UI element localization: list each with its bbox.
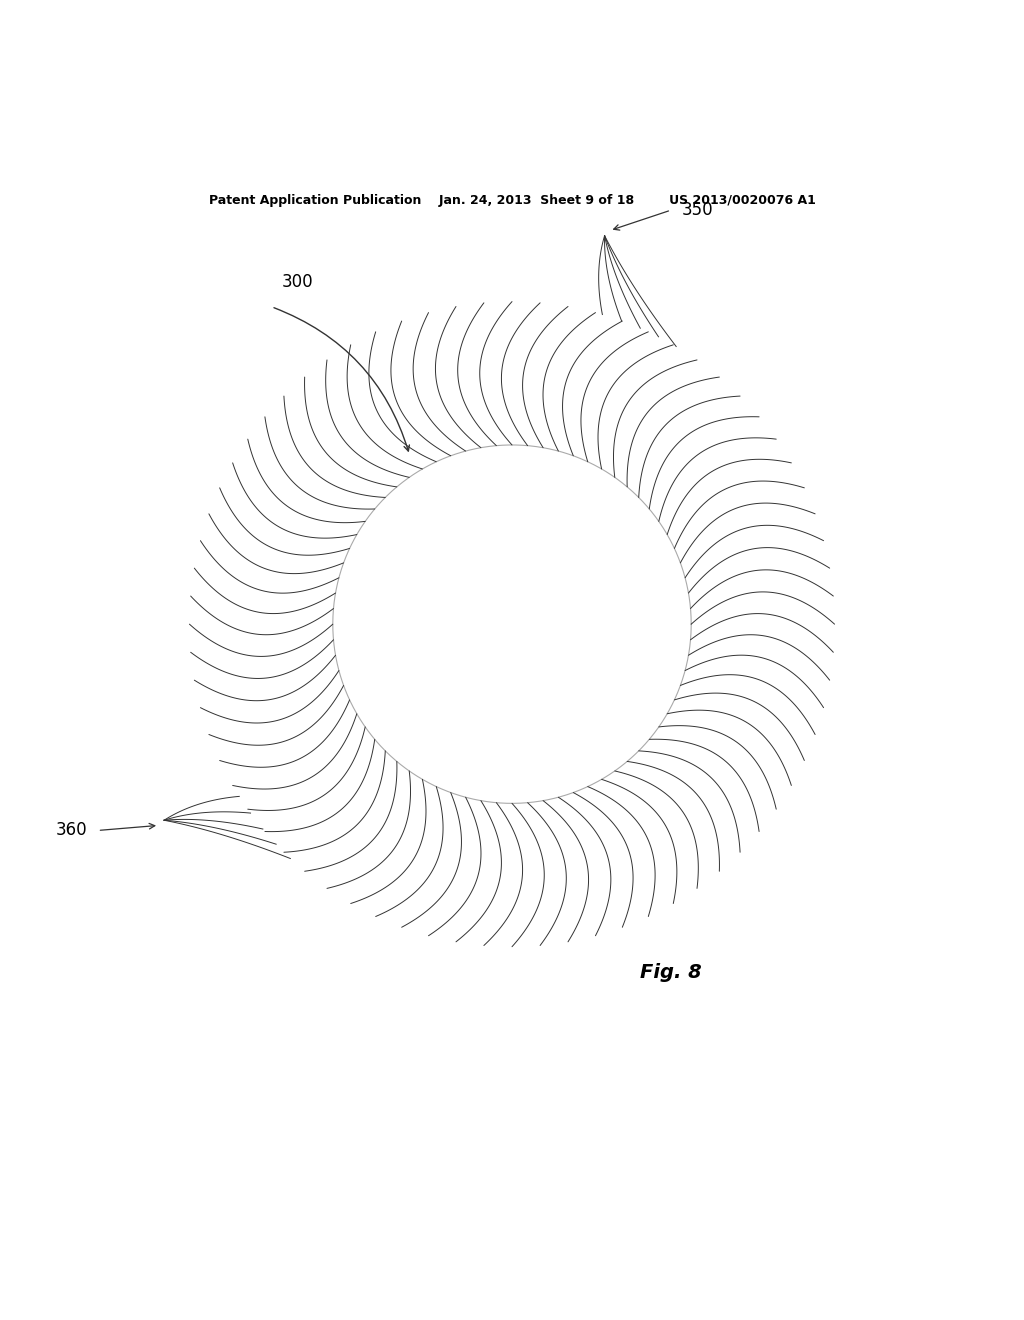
Text: 360: 360	[55, 821, 87, 840]
Text: Fig. 8: Fig. 8	[640, 962, 701, 982]
Text: 350: 350	[681, 201, 713, 219]
Text: Patent Application Publication    Jan. 24, 2013  Sheet 9 of 18        US 2013/00: Patent Application Publication Jan. 24, …	[209, 194, 815, 207]
Text: 300: 300	[282, 273, 313, 292]
